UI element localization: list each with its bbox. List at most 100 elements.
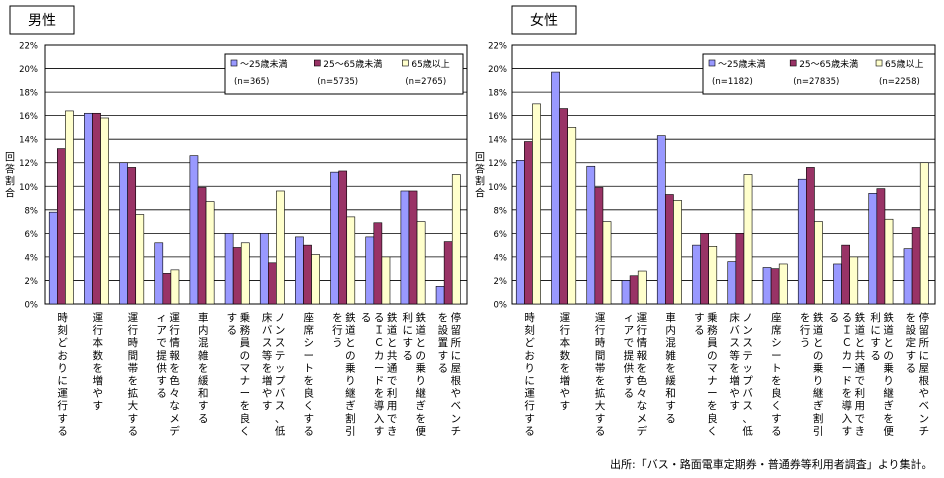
female-y-tick-label: 18%: [488, 89, 507, 99]
male-y-tick-label: 6%: [25, 230, 39, 240]
male-bar-s0-c2: [119, 162, 128, 305]
male-y-tick-label: 8%: [25, 206, 39, 216]
female-y-tick-label: 0%: [494, 301, 508, 311]
female-y-tick-label: 22%: [488, 42, 507, 52]
female-bar-s1-c7: [770, 268, 780, 305]
female-bar-s0-c4: [656, 135, 666, 305]
female-bar-s1-c9: [841, 244, 850, 305]
male-legend-swatch-1: [313, 59, 321, 67]
male-category-label-1: 運行本数を増やす: [93, 312, 104, 412]
male-y-tick-label: 20%: [19, 65, 38, 75]
female-category-label-9: 鉄道と共通で利用できるＩＣカードを導入する: [829, 311, 866, 437]
male-y-tick-label: 14%: [19, 136, 38, 146]
female-legend-label-2: 65歳以上: [885, 58, 923, 70]
male-legend-n-0: (n=365): [234, 77, 269, 87]
female-bar-s2-c10: [884, 218, 894, 305]
female-category-label-7: 座席シートを良くする: [771, 311, 782, 437]
male-bar-s2-c8: [346, 216, 356, 305]
male-bar-s1-c6: [268, 262, 277, 305]
female-legend-label-0: 〜25歳未満: [718, 58, 765, 70]
female-bar-s0-c11: [903, 248, 913, 305]
male-category-label-5: 乗務員のマナーを良くする: [227, 312, 251, 437]
male-bar-s0-c3: [154, 242, 164, 305]
male-chart-title: 男性: [28, 13, 56, 29]
female-bar-s2-c7: [778, 263, 788, 305]
female-bar-s1-c2: [594, 187, 604, 305]
male-bar-s2-c5: [240, 242, 250, 305]
male-y-axis-label: 回答割合: [5, 152, 15, 200]
female-bar-s0-c9: [833, 263, 842, 305]
male-bar-s1-c5: [232, 247, 242, 305]
male-bar-s0-c11: [435, 286, 445, 305]
male-category-label-11: 停留所に屋根やベンチを設置する: [438, 311, 462, 437]
female-legend-box: [702, 53, 936, 95]
male-bar-s2-c7: [311, 254, 320, 305]
female-bar-s1-c3: [629, 275, 639, 305]
female-category-label-4: 車内混雑を緩和する: [665, 311, 676, 425]
male-legend-swatch-0: [230, 59, 238, 67]
female-y-tick-label: 16%: [488, 112, 507, 122]
female-bar-s2-c5: [708, 246, 718, 305]
male-category-label-3: 運行情報を色々なメディアで提供する: [156, 312, 180, 437]
female-bar-s2-c2: [602, 221, 612, 305]
female-legend-label-1: 25〜65歳未満: [799, 58, 858, 70]
female-plot-frame: [511, 44, 936, 305]
male-y-tick-label: 4%: [25, 253, 39, 263]
female-legend-swatch-2: [875, 59, 883, 67]
female-bar-s2-c3: [637, 270, 647, 305]
male-bar-s0-c8: [330, 171, 339, 305]
male-legend-n-1: (n=5735): [317, 77, 358, 87]
female-y-tick-label: 12%: [488, 159, 507, 169]
male-bar-s1-c11: [443, 241, 453, 305]
male-title-box: [9, 5, 75, 35]
male-category-label-7: 座席シートを良くする: [304, 311, 315, 437]
male-category-label-8: 鉄道との乗り継ぎ割引を行う: [332, 311, 356, 437]
male-bar-s1-c2: [127, 167, 137, 305]
female-bar-s1-c10: [876, 188, 886, 305]
male-legend-n-2: (n=2765): [405, 77, 446, 87]
male-bar-s0-c4: [189, 155, 199, 305]
male-bar-s2-c2: [135, 214, 145, 305]
female-category-label-10: 鉄道との乗り継ぎを便利にする: [870, 311, 894, 437]
female-category-label-11: 停留所に屋根やベンチを設定する: [906, 311, 930, 437]
female-y-tick-label: 8%: [494, 206, 508, 216]
male-bar-s1-c9: [373, 222, 383, 305]
male-bar-s1-c4: [197, 187, 207, 305]
female-bar-s1-c6: [735, 233, 745, 305]
male-bar-s0-c10: [400, 190, 410, 305]
male-legend-label-0: 〜25歳未満: [240, 58, 287, 70]
male-bar-s2-c6: [276, 190, 285, 305]
male-y-tick-label: 2%: [25, 277, 39, 287]
male-bar-s2-c3: [170, 269, 180, 305]
male-category-label-10: 鉄道との乗り継ぎを便利にする: [403, 311, 427, 437]
female-bar-s0-c10: [868, 193, 878, 305]
male-bar-s2-c11: [451, 174, 461, 305]
female-bar-s2-c6: [743, 174, 753, 305]
male-bar-s2-c10: [416, 221, 426, 305]
male-y-tick-label: 10%: [19, 183, 38, 193]
male-y-tick-label: 22%: [19, 42, 38, 52]
female-y-tick-label: 14%: [488, 136, 507, 146]
female-legend-n-1: (n=27835): [793, 77, 839, 87]
source-note: 出所:「バス・路面電車定期券・普通券等利用者調査」より集計。: [610, 458, 933, 471]
female-y-tick-label: 6%: [494, 230, 508, 240]
male-bar-s2-c1: [100, 117, 109, 305]
female-bar-s0-c8: [797, 178, 807, 305]
female-bar-s2-c8: [814, 221, 823, 305]
male-bar-s0-c7: [295, 236, 304, 305]
female-y-tick-label: 20%: [488, 65, 507, 75]
male-bar-s1-c3: [162, 273, 172, 305]
male-bar-s1-c10: [408, 190, 418, 305]
female-category-label-1: 運行本数を増やす: [560, 312, 571, 412]
female-legend-n-0: (n=1182): [712, 77, 753, 87]
male-bar-s2-c4: [205, 201, 215, 305]
female-title-box: [511, 5, 577, 35]
male-bar-s1-c7: [303, 244, 312, 305]
male-category-label-4: 車内混雑を緩和する: [198, 311, 209, 425]
male-bar-s1-c0: [57, 148, 66, 305]
female-category-label-0: 時刻どおりに運行する: [524, 312, 535, 437]
female-bar-s2-c11: [919, 162, 929, 305]
male-bar-s0-c0: [48, 211, 58, 305]
female-bar-s0-c1: [551, 71, 560, 305]
